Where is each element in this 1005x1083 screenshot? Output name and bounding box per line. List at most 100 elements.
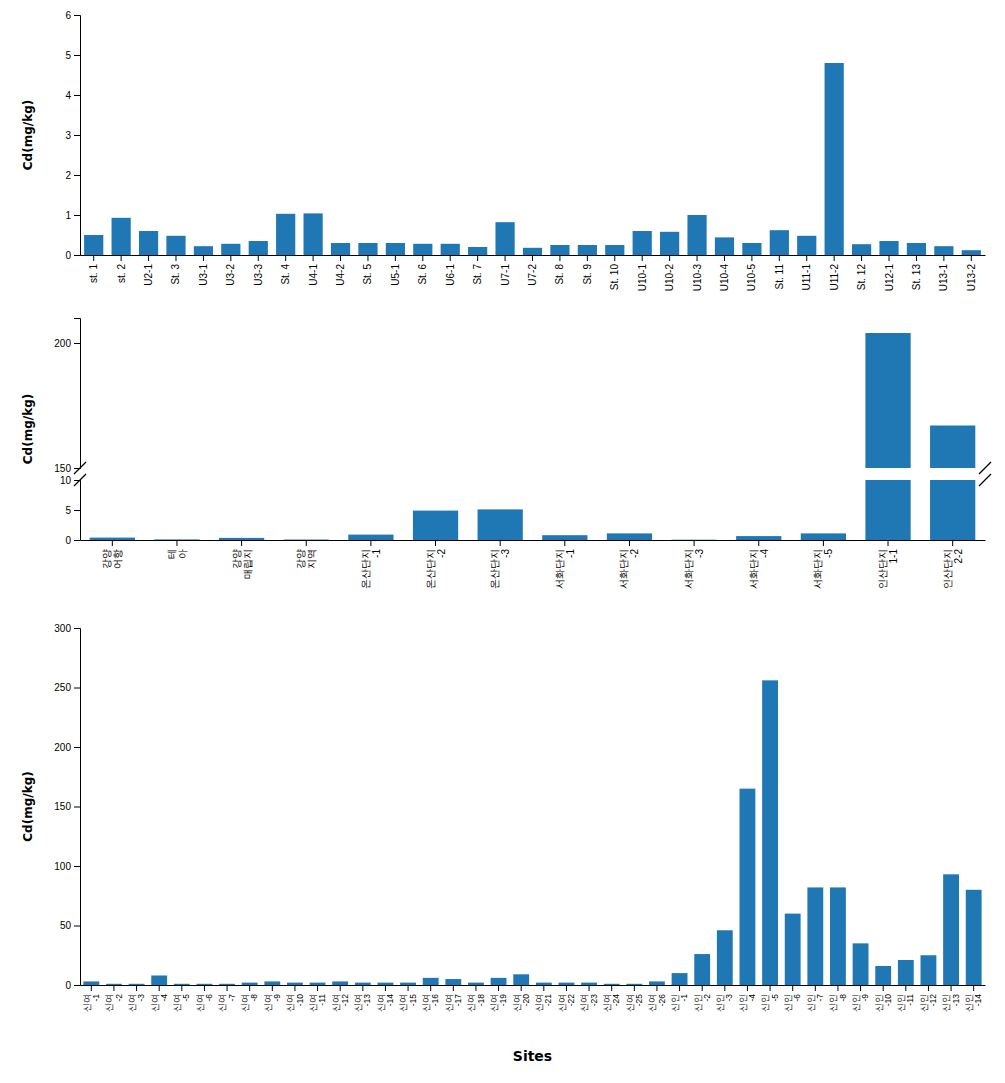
bar: [112, 218, 131, 255]
x-axis-line: [81, 985, 986, 986]
bar: [468, 247, 487, 255]
x-tick: U10-4: [719, 255, 730, 291]
y-tick: 1: [65, 210, 80, 221]
x-tick-label-line: -1: [565, 549, 576, 558]
x-tick-label-line: 지역: [306, 549, 317, 569]
x-tick: 테아: [166, 540, 188, 559]
bar: [129, 984, 145, 985]
y-tick-mark: [74, 510, 80, 511]
x-tick-label-line: 매립지: [242, 549, 253, 579]
x-tick-mark: [450, 255, 451, 261]
y-tick-mark: [74, 688, 80, 689]
y-axis-line: [74, 319, 81, 469]
x-tick-mark: [340, 985, 341, 991]
x-tick-label: 신여-25: [625, 994, 644, 1012]
x-tick: U11-2: [829, 255, 840, 291]
x-tick-label-line: U3-3: [253, 264, 264, 286]
x-tick-label: 신여-12: [330, 994, 349, 1012]
x-tick: 강양지역: [295, 540, 317, 569]
x-tick-label-line: -1: [371, 549, 382, 558]
x-tick-mark: [385, 985, 386, 991]
bar: [386, 243, 405, 255]
y-tick-mark: [74, 747, 80, 748]
bar: [740, 789, 756, 985]
bar: [671, 539, 716, 540]
y-tick-label: 6: [65, 10, 71, 21]
x-tick-mark: [564, 540, 565, 546]
bar: [633, 231, 652, 255]
x-tick-mark: [916, 255, 917, 261]
bar: [626, 984, 642, 985]
x-tick-label-line: U12-1: [884, 264, 895, 292]
bar: [797, 236, 816, 255]
x-tick-label-line: -24: [611, 994, 621, 1007]
x-tick-mark: [971, 255, 972, 261]
x-tick: St. 6: [417, 255, 428, 285]
x-tick-label: U10-4: [719, 264, 730, 292]
bar: [807, 887, 823, 985]
x-tick-label-line: 강양: [101, 549, 112, 569]
x-tick: 신여-6: [195, 985, 214, 1012]
x-tick-mark: [241, 540, 242, 546]
x-tick-label: 신여-5: [172, 994, 191, 1012]
x-tick-label: 서화단지-3: [683, 549, 705, 589]
x-tick: St. 7: [472, 255, 483, 285]
bar: [413, 511, 458, 540]
x-tick-mark: [634, 985, 635, 991]
x-tick-label-line: St. 7: [472, 264, 483, 285]
x-tick-label: 서화단지-4: [748, 549, 770, 589]
x-tick: 신여-24: [602, 985, 621, 1012]
bar: [90, 538, 135, 540]
x-tick: 서화단지-2: [618, 540, 640, 589]
y-tick-label: 3: [65, 130, 71, 141]
x-tick-label: 신여-19: [489, 994, 508, 1012]
x-tick-mark: [408, 985, 409, 991]
x-tick: 신인-10: [873, 985, 892, 1012]
x-tick-mark: [837, 985, 838, 991]
x-tick: U2-1: [143, 255, 154, 286]
x-tick: 신여-1: [82, 985, 101, 1012]
y-tick-label: 150: [54, 463, 71, 474]
x-tick-label-line: -14: [973, 994, 983, 1007]
bar: [478, 509, 523, 540]
x-tick-label-line: -2: [114, 994, 124, 1002]
x-tick-label: St. 7: [472, 264, 483, 285]
x-tick-label: St. 8: [554, 264, 565, 285]
x-tick-label: 신인-9: [851, 994, 870, 1012]
bar: [221, 244, 240, 255]
x-tick: 신인-12: [919, 985, 938, 1012]
x-tick-mark: [559, 255, 560, 261]
axis-break: [979, 474, 991, 486]
x-tick-label-line: 1-1: [888, 549, 899, 564]
x-tick: 신여-15: [398, 985, 417, 1012]
x-tick: 신여-4: [149, 985, 168, 1012]
x-tick-mark: [362, 985, 363, 991]
bar: [930, 426, 975, 469]
y-axis-line: [74, 481, 81, 541]
bar: [898, 960, 914, 985]
y-tick-label: 10: [60, 475, 72, 486]
x-tick: 신인-3: [715, 985, 734, 1012]
x-tick-mark: [861, 255, 862, 261]
x-tick-mark: [453, 985, 454, 991]
bar: [852, 244, 871, 255]
y-tick: 150: [54, 801, 80, 812]
x-tick-label-line: 강양: [231, 549, 242, 569]
x-tick-mark: [860, 985, 861, 991]
bar: [219, 984, 235, 985]
x-tick-label-line: St. 4: [280, 264, 291, 285]
bar: [930, 480, 975, 540]
x-tick-label-line: U7-2: [527, 264, 538, 286]
bar: [672, 973, 688, 985]
x-tick: 온산단지-2: [425, 540, 447, 589]
bar: [736, 536, 781, 540]
x-tick: 신여-13: [353, 985, 372, 1012]
x-tick-label: U12-1: [884, 264, 895, 292]
bar: [865, 480, 910, 540]
x-tick-label: 신인-2: [692, 994, 711, 1012]
x-tick-mark: [113, 985, 114, 991]
x-tick-mark: [611, 985, 612, 991]
bar: [287, 983, 303, 985]
x-tick-label-line: -6: [792, 994, 802, 1002]
x-tick: 신인-4: [738, 985, 757, 1012]
